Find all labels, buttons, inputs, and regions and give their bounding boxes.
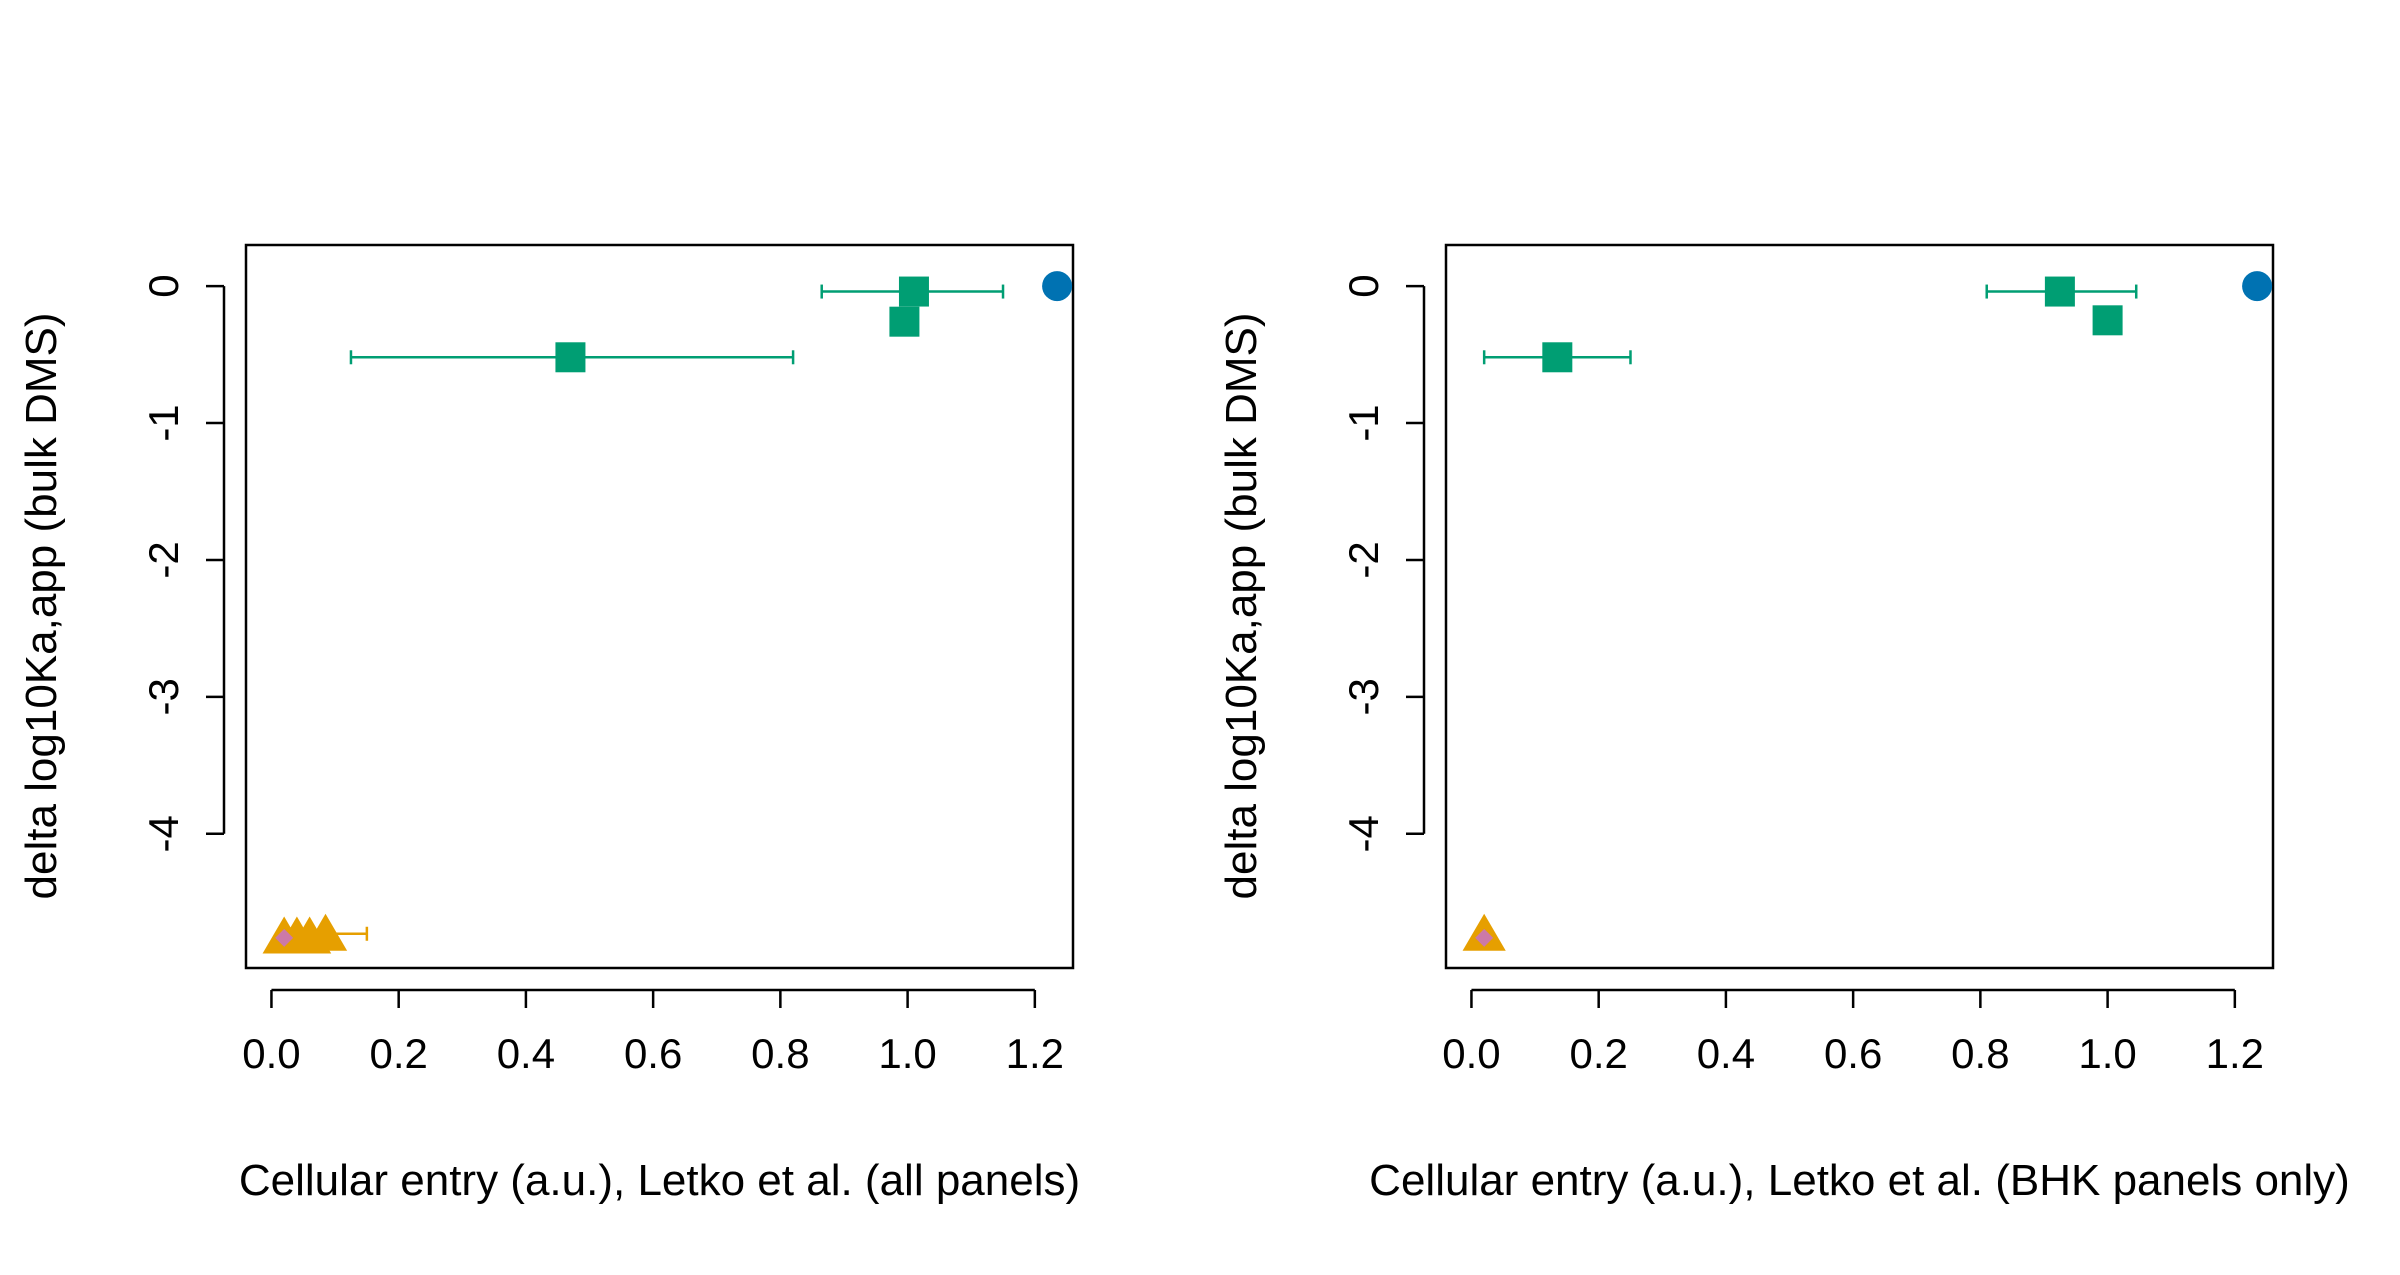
right-plot-frame	[1444, 243, 2275, 970]
right-x-tick-label: 1.2	[2206, 1030, 2264, 1077]
right-x-tick-label: 0.8	[1951, 1030, 2009, 1077]
left-y-tick-label: -2	[140, 541, 187, 578]
left-point-square	[898, 276, 929, 307]
right-scatter-panel: 0.0 0.2 0.4 0.6 0.8 1.0 1.2 0 -1 -2 -3 -4 Cellular…	[1217, 243, 2350, 1205]
right-x-tick-label: 0.4	[1697, 1030, 1755, 1077]
right-x-tick-label: 0.2	[1569, 1030, 1627, 1077]
right-x-tick-label: 1.0	[2078, 1030, 2136, 1077]
left-plot-frame	[244, 243, 1075, 970]
right-data-points	[1462, 271, 2273, 951]
left-x-axis-label: Cellular entry (a.u.), Letko et al. (all…	[239, 1156, 1080, 1205]
right-point-square	[2044, 276, 2075, 307]
left-data-points	[262, 271, 1073, 954]
right-y-tick-label: -4	[1340, 815, 1387, 852]
left-point-diamond	[275, 928, 294, 947]
right-point-square	[1542, 342, 1573, 373]
right-y-tick-label: 0	[1340, 274, 1387, 297]
right-x-tick-label: 0.6	[1824, 1030, 1882, 1077]
left-y-tick-label: -4	[140, 815, 187, 852]
left-y-axis-label: delta log10Ka,app (bulk DMS)	[17, 313, 66, 900]
left-x-axis: 0.0 0.2 0.4 0.6 0.8 1.0 1.2	[242, 988, 1064, 1077]
left-y-axis: 0 -1 -2 -3 -4	[140, 274, 226, 852]
right-y-axis: 0 -1 -2 -3 -4	[1340, 274, 1426, 852]
right-y-tick-label: -1	[1340, 404, 1387, 441]
left-x-tick-label: 0.2	[369, 1030, 427, 1077]
right-y-tick-label: -3	[1340, 678, 1387, 715]
left-y-tick-label: 0	[140, 274, 187, 297]
left-point-square	[555, 342, 586, 373]
left-x-tick-label: 0.6	[624, 1030, 682, 1077]
left-x-tick-label: 0.4	[497, 1030, 555, 1077]
left-y-tick-label: -1	[140, 404, 187, 441]
right-point-square	[2092, 305, 2123, 336]
right-y-axis-label: delta log10Ka,app (bulk DMS)	[1217, 313, 1266, 900]
left-point-circle	[1042, 271, 1073, 302]
left-x-tick-label: 0.0	[242, 1030, 300, 1077]
right-x-axis: 0.0 0.2 0.4 0.6 0.8 1.0 1.2	[1442, 988, 2264, 1077]
left-x-tick-label: 1.0	[878, 1030, 936, 1077]
left-y-tick-label: -3	[140, 678, 187, 715]
right-point-diamond	[1475, 928, 1494, 947]
right-x-tick-label: 0.0	[1442, 1030, 1500, 1077]
right-point-circle	[2242, 271, 2273, 302]
right-y-tick-label: -2	[1340, 541, 1387, 578]
left-x-tick-label: 1.2	[1006, 1030, 1064, 1077]
right-x-axis-label: Cellular entry (a.u.), Letko et al. (BHK…	[1369, 1156, 2350, 1205]
left-scatter-panel: 0.0 0.2 0.4 0.6 0.8 1.0 1.2 0 -1 -2 -3 -4 Cellular…	[17, 243, 1080, 1205]
left-point-square	[889, 306, 920, 337]
left-x-tick-label: 0.8	[751, 1030, 809, 1077]
